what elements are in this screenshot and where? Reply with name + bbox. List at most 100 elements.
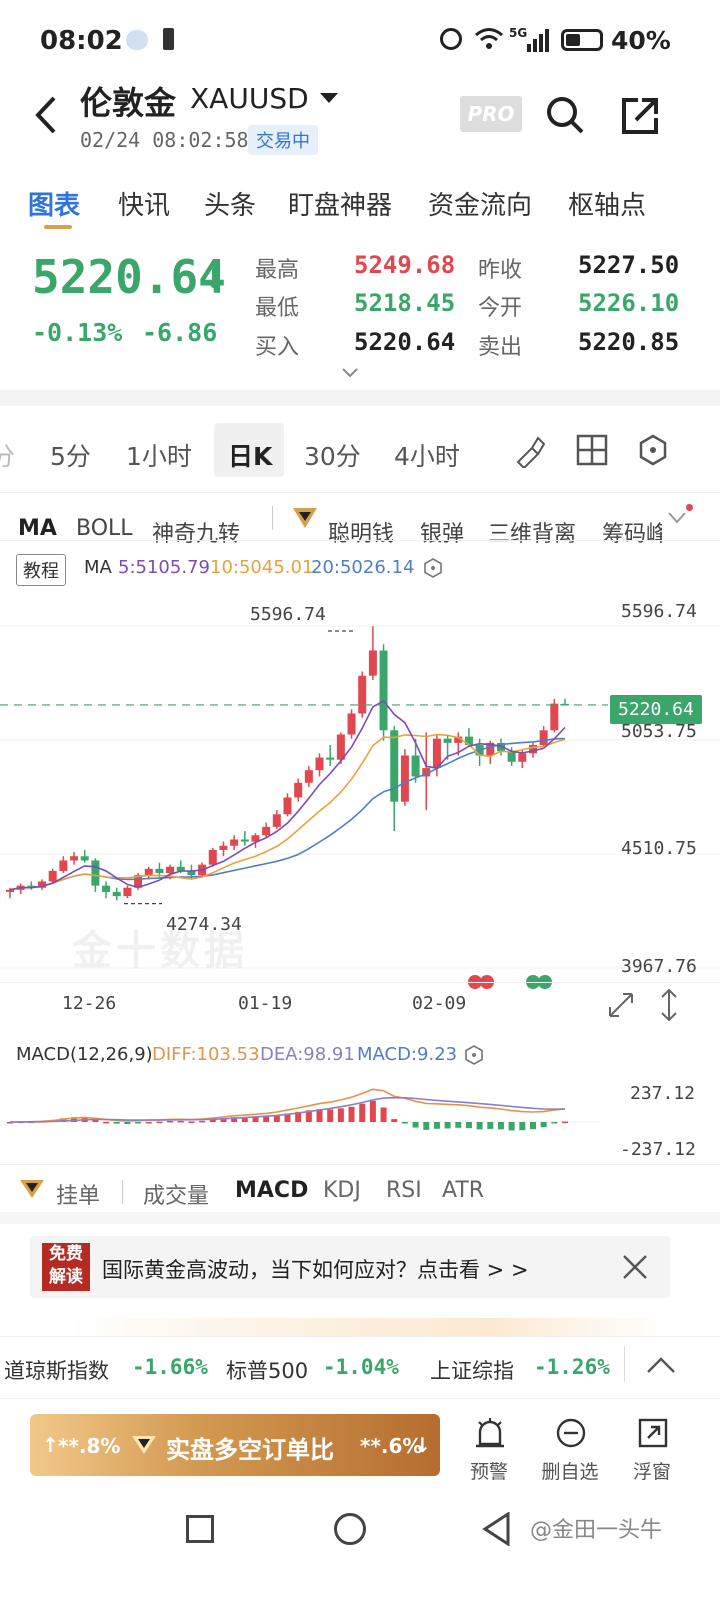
alert-label[interactable]: 预警: [469, 1461, 508, 1483]
period-5min[interactable]: 5分: [50, 442, 91, 471]
candle-body: [208, 849, 217, 865]
tab-pivot-points[interactable]: 枢轴点: [568, 191, 647, 221]
tab-kdj[interactable]: KDJ: [323, 1178, 361, 1203]
candle-body: [400, 755, 409, 802]
recent-apps-icon[interactable]: [186, 1515, 214, 1543]
macd-chart[interactable]: [0, 1070, 600, 1160]
tab-fund-flow[interactable]: 资金流向: [428, 191, 533, 221]
macd-bar: [241, 1117, 248, 1122]
ticker-dow-name[interactable]: 道琼斯指数: [4, 1359, 109, 1383]
candle-body: [272, 814, 281, 827]
divider-line: [0, 540, 720, 541]
candle-body: [518, 753, 527, 762]
macd-bar: [551, 1122, 558, 1124]
share-icon[interactable]: [620, 96, 660, 136]
ticker-shanghai-name[interactable]: 上证综指: [430, 1359, 514, 1383]
ticker-shanghai-value: -1.26%: [534, 1355, 610, 1379]
period-30min[interactable]: 30分: [304, 442, 361, 471]
indicator-boll[interactable]: BOLL: [76, 516, 133, 541]
ticker-sp500-name[interactable]: 标普500: [226, 1359, 309, 1383]
alert-bell-icon[interactable]: [474, 1416, 506, 1450]
more-indicators-chevron-icon[interactable]: [668, 512, 686, 524]
ma-settings-icon[interactable]: [423, 558, 443, 578]
y-tick-label: 3967.76: [621, 956, 697, 977]
tab-volume[interactable]: 成交量: [143, 1184, 210, 1209]
macd-bar: [487, 1122, 494, 1129]
search-icon[interactable]: [545, 95, 585, 135]
pro-button[interactable]: PRO: [460, 96, 522, 132]
candle-body: [155, 868, 164, 874]
macd-diff-value: DIFF:103.53: [152, 1044, 260, 1065]
macd-bar: [369, 1100, 376, 1122]
chart-settings-icon[interactable]: [637, 434, 669, 466]
vertical-resize-icon[interactable]: [659, 988, 679, 1022]
long-short-ratio-button[interactable]: [30, 1414, 440, 1476]
candle-body: [48, 870, 57, 882]
tab-chart-underline: [44, 225, 72, 229]
indicator-ma[interactable]: MA: [18, 516, 57, 541]
tab-atr[interactable]: ATR: [442, 1178, 485, 1203]
tab-chart[interactable]: 图表: [28, 191, 81, 221]
candlestick-chart[interactable]: [0, 590, 720, 990]
tab-headlines[interactable]: 头条: [204, 191, 257, 221]
indicator-magic-nine[interactable]: 神奇九转: [152, 522, 241, 547]
remove-watchlist-icon[interactable]: [555, 1417, 587, 1449]
tab-watch-tool[interactable]: 盯盘神器: [288, 191, 393, 221]
remove-watchlist-label[interactable]: 删自选: [541, 1461, 599, 1483]
candle-body: [390, 730, 399, 802]
ma5-line: [9, 699, 566, 891]
tab-macd[interactable]: MACD: [235, 1178, 309, 1203]
network-type: 5G: [509, 26, 528, 40]
notification-icon: [126, 30, 148, 50]
candle-body: [283, 797, 292, 815]
period-minute[interactable]: 分: [0, 442, 16, 471]
home-icon[interactable]: [334, 1513, 366, 1545]
ma5-value: 5:5105.79: [118, 557, 210, 578]
macd-settings-icon[interactable]: [464, 1045, 484, 1065]
ma20-value: 20:5026.14: [311, 557, 415, 578]
open-label: 今开: [478, 296, 523, 321]
macd-bar: [412, 1122, 419, 1128]
macd-bar: [199, 1120, 206, 1123]
period-4hour[interactable]: 4小时: [394, 442, 460, 471]
tutorial-button[interactable]: 教程: [16, 554, 66, 586]
banner-text[interactable]: 国际黄金高波动，当下如何应对？点击看 > >: [102, 1258, 529, 1282]
expand-quote-chevron-icon[interactable]: [342, 368, 358, 378]
macd-bar: [305, 1110, 312, 1122]
y-tick-label: 5596.74: [621, 601, 697, 622]
candle-body: [379, 650, 388, 731]
back-icon[interactable]: [482, 1512, 512, 1546]
close-icon[interactable]: [622, 1254, 648, 1280]
floating-window-label[interactable]: 浮窗: [632, 1461, 671, 1483]
indicator-3d-divergence[interactable]: 三维背离: [488, 522, 577, 547]
fullscreen-icon[interactable]: [606, 990, 636, 1020]
macd-bar: [519, 1122, 526, 1131]
price-down-arrow-icon: ↓: [202, 262, 226, 295]
instrument-symbol[interactable]: XAUUSD: [190, 82, 309, 115]
back-arrow-icon[interactable]: [30, 95, 60, 135]
tab-news-flash[interactable]: 快讯: [118, 191, 171, 221]
macd-bar: [348, 1106, 355, 1122]
layout-grid-icon[interactable]: [576, 434, 608, 466]
indicator-chip-peak[interactable]: 筹码峰: [602, 522, 662, 547]
indicator-smart-money[interactable]: 聪明钱: [328, 522, 395, 547]
drawing-tool-icon[interactable]: [512, 432, 548, 468]
x-tick-label: 01-19: [238, 993, 293, 1014]
macd-bar: [476, 1122, 483, 1130]
ask-value: 5220.85: [578, 328, 680, 356]
symbol-dropdown-icon[interactable]: [320, 93, 338, 103]
indicator-silver-bullet[interactable]: 银弹: [420, 522, 465, 547]
period-1hour[interactable]: 1小时: [126, 442, 192, 471]
chevron-up-icon[interactable]: [646, 1356, 676, 1374]
candle-body: [336, 734, 345, 760]
period-daily[interactable]: 日K: [228, 442, 273, 471]
macd-axis-bottom: -237.12: [620, 1139, 696, 1160]
tab-pending-orders[interactable]: 挂单: [56, 1184, 101, 1209]
watermark-logo: 金十数据: [72, 928, 248, 974]
min-price-label: 4274.34: [166, 914, 242, 935]
macd-bar: [327, 1109, 334, 1122]
floating-window-icon[interactable]: [637, 1417, 669, 1449]
tab-rsi[interactable]: RSI: [386, 1178, 422, 1203]
indicator-separator: [272, 506, 273, 530]
promo-banner[interactable]: [30, 1236, 670, 1298]
